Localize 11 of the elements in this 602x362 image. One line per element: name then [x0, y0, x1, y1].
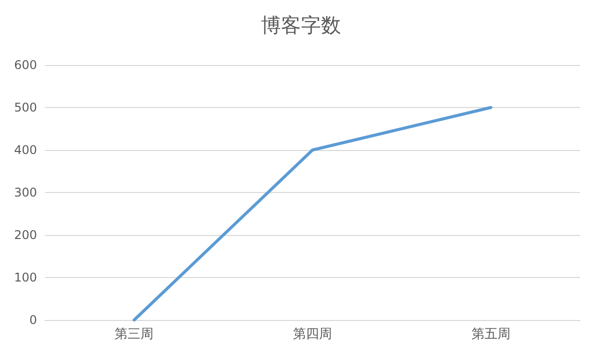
y-tick-label: 600	[14, 58, 37, 72]
y-tick-label: 200	[14, 228, 37, 242]
x-tick-label: 第四周	[293, 327, 332, 342]
chart-title: 博客字数	[261, 13, 341, 37]
y-tick-label: 400	[14, 143, 37, 157]
y-tick-label: 0	[29, 313, 37, 327]
y-tick-label: 500	[14, 100, 37, 114]
y-tick-label: 300	[14, 186, 37, 200]
x-tick-label: 第三周	[114, 327, 154, 342]
x-tick-label: 第五周	[471, 327, 510, 342]
y-tick-label: 100	[14, 270, 37, 284]
